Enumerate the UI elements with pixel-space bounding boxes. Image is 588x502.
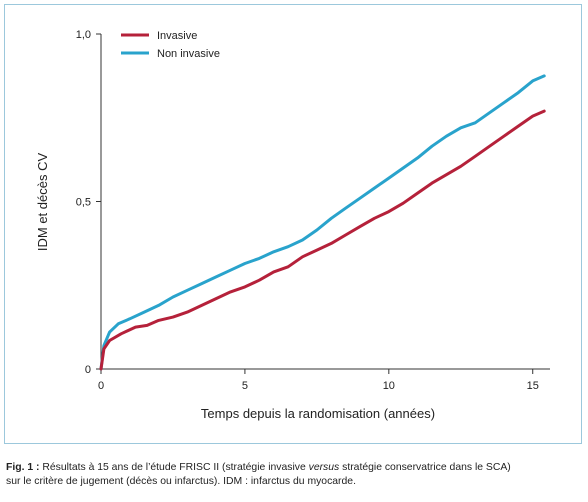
x-tick-label: 15 [527,380,539,392]
x-tick-label: 0 [98,380,104,392]
y-axis-label: IDM et décès CV [35,153,50,252]
x-tick-label: 10 [383,380,395,392]
caption-label: Fig. 1 : [6,462,40,473]
y-tick-label: 0,5 [76,197,91,209]
legend-label-invasive: Invasive [157,30,197,42]
series-line-non-invasive [99,74,546,371]
chart-series [99,74,546,371]
chart-legend: Invasive Non invasive [121,30,220,60]
figure-caption: Fig. 1 : Résultats à 15 ans de l’étude F… [6,461,584,489]
legend-label-non-invasive: Non invasive [157,48,220,60]
x-tick-label: 5 [242,380,248,392]
line-chart: 0 5 10 15 0 0,5 1,0 Invasive Non invasive Temps… [35,29,550,421]
y-tick-label: 1,0 [76,29,91,41]
figure-frame [4,4,582,444]
caption-italic: versus [308,462,340,473]
caption-text-end: stratégie conservatrice dans le SCA) [339,462,511,473]
series-line-invasive [99,109,546,371]
caption-text: Résultats à 15 ans de l’étude FRISC II (… [39,462,309,473]
caption-line-2: sur le critère de jugement (décès ou inf… [6,476,356,487]
chart-ticks: 0 5 10 15 0 0,5 1,0 [76,29,539,392]
x-axis-label: Temps depuis la randomisation (années) [201,406,435,421]
y-tick-label: 0 [85,364,91,376]
